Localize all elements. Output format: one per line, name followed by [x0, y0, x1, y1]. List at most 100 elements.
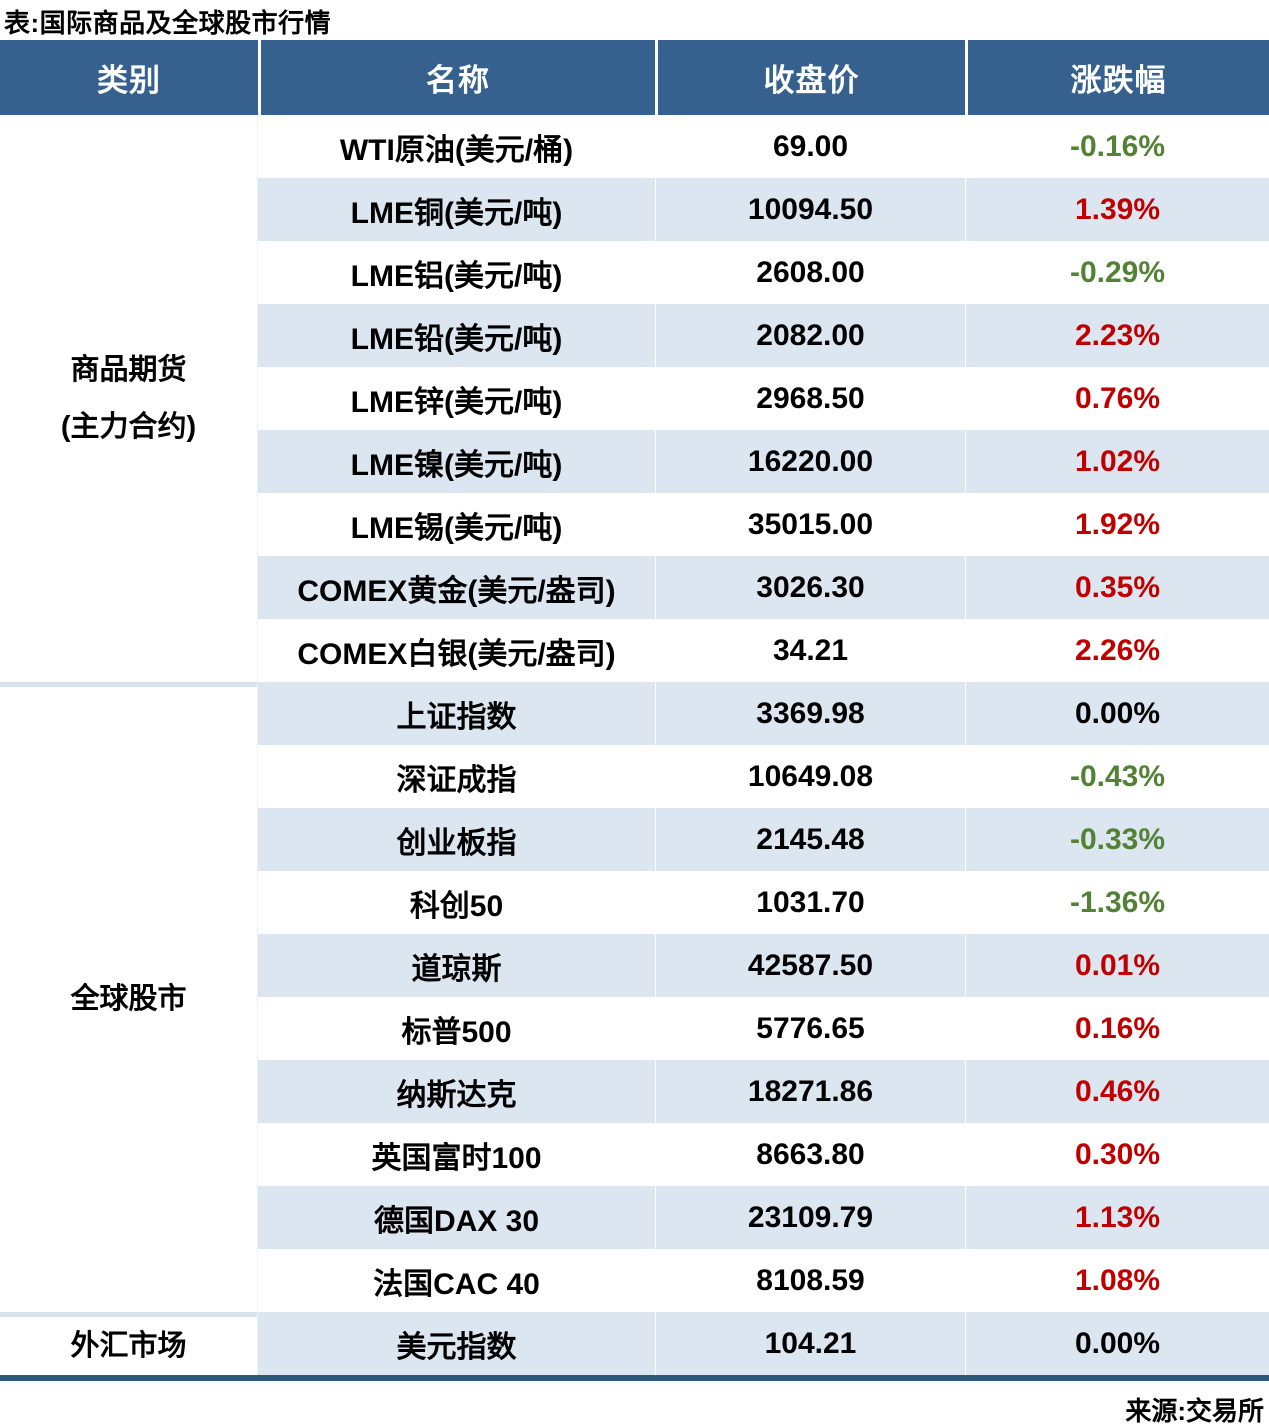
instrument-name-cell: LME铅(美元/吨)	[350, 322, 563, 356]
table-row: LME锌(美元/吨) 2968.50 0.76%	[258, 367, 1269, 430]
header-cell-category: 类别	[97, 63, 161, 98]
close-price-cell: 23109.79	[655, 1186, 965, 1249]
change-percent-cell: -0.29%	[965, 241, 1269, 304]
category-label-line: 外汇市场	[70, 1329, 187, 1362]
change-percent-cell: 1.39%	[965, 178, 1269, 241]
table-row: 创业板指 2145.48 -0.33%	[258, 808, 1269, 871]
close-price-cell: 2608.00	[655, 241, 965, 304]
close-price-cell: 34.21	[655, 619, 965, 682]
table-row: LME锡(美元/吨) 35015.00 1.92%	[258, 493, 1269, 556]
table-row: 道琼斯 42587.50 0.01%	[258, 934, 1269, 997]
change-percent-cell: -1.36%	[965, 871, 1269, 934]
instrument-name-cell: 法国CAC 40	[373, 1267, 540, 1301]
category-label-line: (主力合约)	[60, 410, 197, 443]
instrument-name-cell: LME铜(美元/吨)	[350, 196, 563, 230]
market-table: 类别 名称 收盘价 涨跌幅 商品期货 (主力合约) 全球股市外汇市场 WTI原油(美…	[0, 40, 1269, 1381]
close-price-cell: 2082.00	[655, 304, 965, 367]
change-percent-cell: 0.30%	[965, 1123, 1269, 1186]
close-price-cell: 35015.00	[655, 493, 965, 556]
change-percent-cell: 0.35%	[965, 556, 1269, 619]
change-percent-cell: -0.43%	[965, 745, 1269, 808]
category-label-line: 商品期货	[70, 353, 187, 386]
close-price-cell: 10649.08	[655, 745, 965, 808]
table-row: LME铅(美元/吨) 2082.00 2.23%	[258, 304, 1269, 367]
instrument-name-cell: COMEX黄金(美元/盎司)	[297, 574, 616, 608]
close-price-cell: 1031.70	[655, 871, 965, 934]
close-price-cell: 8663.80	[655, 1123, 965, 1186]
table-row: 德国DAX 30 23109.79 1.13%	[258, 1186, 1269, 1249]
instrument-name-cell: LME镍(美元/吨)	[350, 448, 563, 482]
close-price-cell: 2145.48	[655, 808, 965, 871]
instrument-name-cell: LME铝(美元/吨)	[350, 259, 563, 293]
close-price-cell: 3369.98	[655, 682, 965, 745]
change-percent-cell: 2.23%	[965, 304, 1269, 367]
table-row: 法国CAC 40 8108.59 1.08%	[258, 1249, 1269, 1312]
close-price-cell: 42587.50	[655, 934, 965, 997]
table-row: 科创50 1031.70 -1.36%	[258, 871, 1269, 934]
change-percent-cell: 0.01%	[965, 934, 1269, 997]
category-cell: 全球股市	[0, 682, 257, 1312]
change-percent-cell: 1.92%	[965, 493, 1269, 556]
instrument-name-cell: WTI原油(美元/桶)	[339, 133, 574, 167]
instrument-name-cell: LME锌(美元/吨)	[350, 385, 563, 419]
table-row: 深证成指 10649.08 -0.43%	[258, 745, 1269, 808]
table-row: 上证指数 3369.98 0.00%	[258, 682, 1269, 745]
change-percent-cell: 0.76%	[965, 367, 1269, 430]
change-percent-cell: 1.08%	[965, 1249, 1269, 1312]
close-price-cell: 16220.00	[655, 430, 965, 493]
change-percent-cell: 0.00%	[965, 682, 1269, 745]
instrument-name-cell: 科创50	[409, 889, 504, 923]
close-price-cell: 8108.59	[655, 1249, 965, 1312]
instrument-name-cell: COMEX白银(美元/盎司)	[297, 637, 616, 671]
close-price-cell: 10094.50	[655, 178, 965, 241]
header-cell-close-price: 收盘价	[655, 40, 965, 115]
close-price-cell: 3026.30	[655, 556, 965, 619]
close-price-cell: 18271.86	[655, 1060, 965, 1123]
instrument-name-cell: 纳斯达克	[396, 1078, 517, 1112]
change-percent-cell: 0.46%	[965, 1060, 1269, 1123]
table-row: 英国富时100 8663.80 0.30%	[258, 1123, 1269, 1186]
table-row: 标普500 5776.65 0.16%	[258, 997, 1269, 1060]
instrument-name-cell: 上证指数	[396, 700, 517, 734]
table-bottom-border	[0, 1375, 1269, 1381]
table-row: LME铜(美元/吨) 10094.50 1.39%	[258, 178, 1269, 241]
change-percent-cell: 1.13%	[965, 1186, 1269, 1249]
category-cell: 商品期货 (主力合约)	[0, 115, 257, 682]
header-cell-change-percent: 涨跌幅	[965, 40, 1269, 115]
header-cell-name: 名称	[258, 40, 655, 115]
close-price-cell: 2968.50	[655, 367, 965, 430]
table-row: 纳斯达克 18271.86 0.46%	[258, 1060, 1269, 1123]
instrument-name-cell: 创业板指	[396, 826, 517, 860]
change-percent-cell: 1.02%	[965, 430, 1269, 493]
instrument-name-cell: 道琼斯	[411, 952, 502, 986]
change-percent-cell: 2.26%	[965, 619, 1269, 682]
category-column: 商品期货 (主力合约) 全球股市外汇市场	[0, 115, 258, 1375]
data-rows: WTI原油(美元/桶) 69.00 -0.16% LME铜(美元/吨) 10094.50…	[258, 115, 1269, 1375]
source-note: 来源:交易所	[1125, 1396, 1264, 1426]
table-header-row: 类别 名称 收盘价 涨跌幅	[0, 40, 1269, 115]
table-row: COMEX白银(美元/盎司) 34.21 2.26%	[258, 619, 1269, 682]
table-row: LME镍(美元/吨) 16220.00 1.02%	[258, 430, 1269, 493]
change-percent-cell: -0.33%	[965, 808, 1269, 871]
change-percent-cell: 0.16%	[965, 997, 1269, 1060]
instrument-name-cell: LME锡(美元/吨)	[350, 511, 563, 545]
change-percent-cell: -0.16%	[965, 115, 1269, 178]
close-price-cell: 5776.65	[655, 997, 965, 1060]
table-row: COMEX黄金(美元/盎司) 3026.30 0.35%	[258, 556, 1269, 619]
table-body: 商品期货 (主力合约) 全球股市外汇市场 WTI原油(美元/桶) 69.00 -0.16…	[0, 115, 1269, 1375]
instrument-name-cell: 标普500	[401, 1015, 512, 1049]
close-price-cell: 69.00	[655, 115, 965, 178]
close-price-cell: 104.21	[655, 1312, 965, 1375]
table-row: LME铝(美元/吨) 2608.00 -0.29%	[258, 241, 1269, 304]
category-label-line: 全球股市	[70, 983, 187, 1016]
page-title: 表:国际商品及全球股市行情	[4, 8, 332, 38]
instrument-name-cell: 美元指数	[396, 1330, 517, 1364]
category-cell: 外汇市场	[0, 1312, 257, 1375]
table-row: WTI原油(美元/桶) 69.00 -0.16%	[258, 115, 1269, 178]
table-row: 美元指数 104.21 0.00%	[258, 1312, 1269, 1375]
instrument-name-cell: 德国DAX 30	[373, 1204, 540, 1238]
change-percent-cell: 0.00%	[965, 1312, 1269, 1375]
instrument-name-cell: 深证成指	[396, 763, 517, 797]
instrument-name-cell: 英国富时100	[371, 1141, 542, 1175]
